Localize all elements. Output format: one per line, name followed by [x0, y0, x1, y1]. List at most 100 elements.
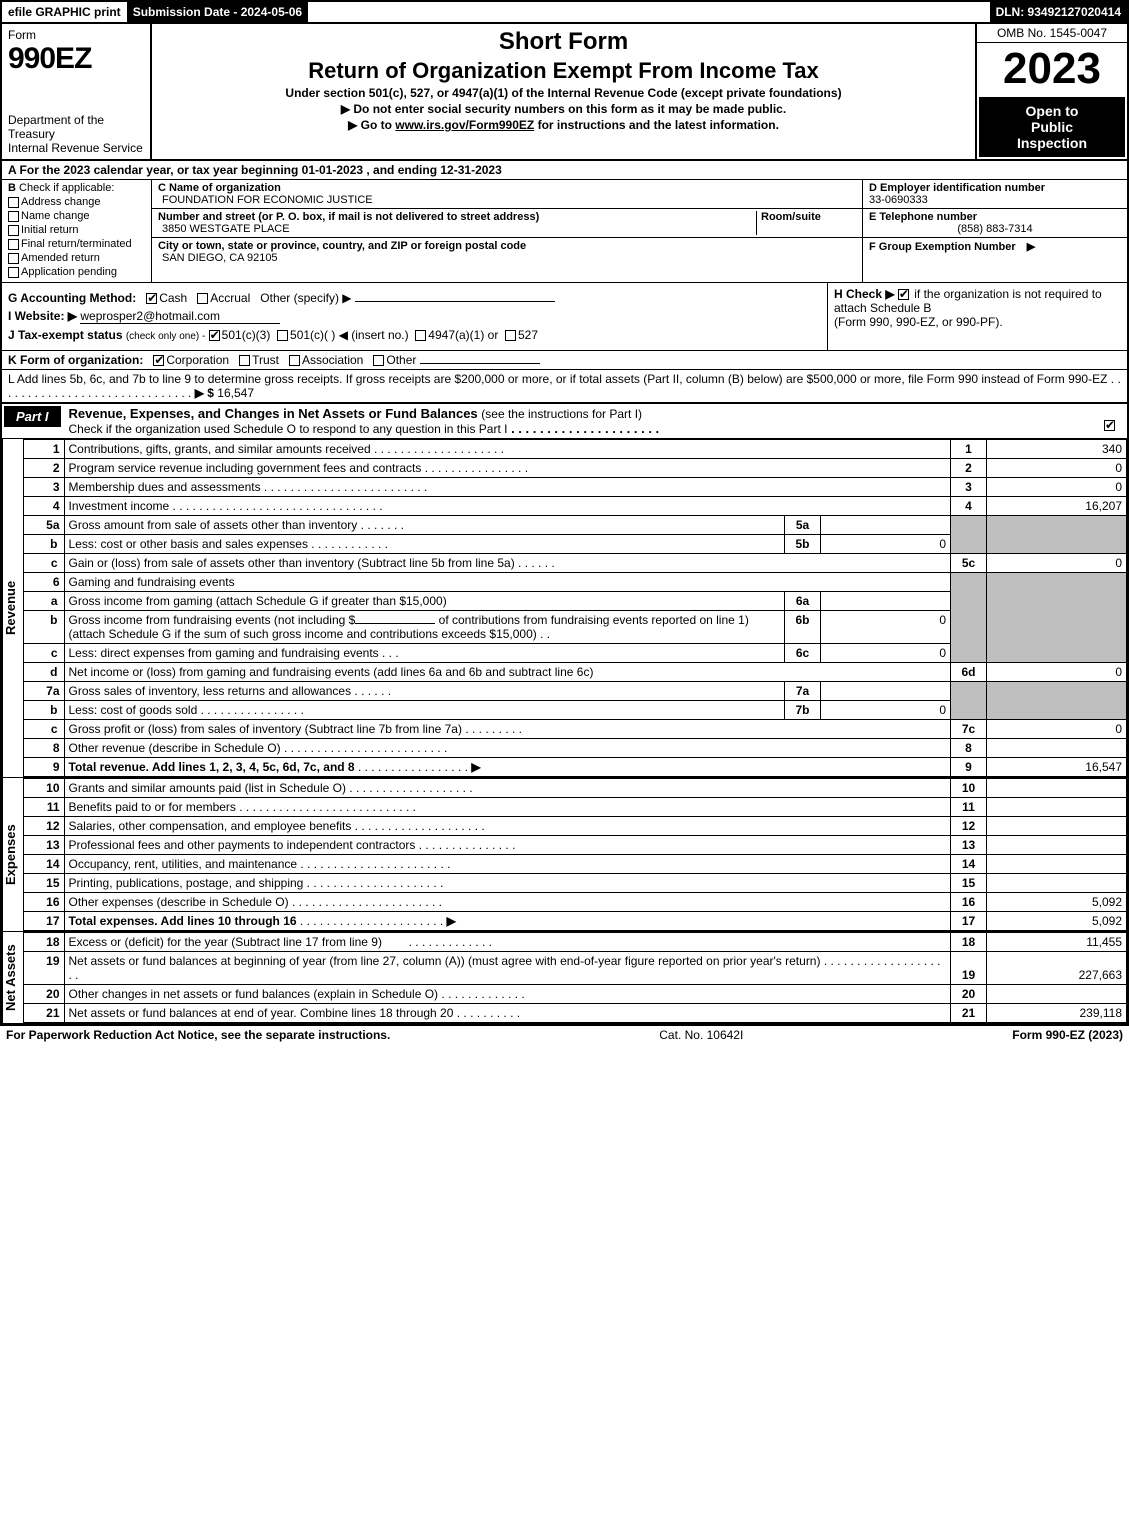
- header-center: Short Form Return of Organization Exempt…: [152, 24, 975, 159]
- line-5a: 5aGross amount from sale of assets other…: [24, 516, 1127, 535]
- line-17: 17Total expenses. Add lines 10 through 1…: [24, 912, 1127, 931]
- footer-left: For Paperwork Reduction Act Notice, see …: [6, 1028, 390, 1042]
- d-label: D Employer identification number: [869, 182, 1121, 194]
- checkbox-trust-icon[interactable]: [239, 355, 250, 366]
- line-10: 10Grants and similar amounts paid (list …: [24, 779, 1127, 798]
- block-ghij: G Accounting Method: Cash Accrual Other …: [2, 282, 1127, 350]
- telephone: (858) 883-7314: [869, 223, 1121, 235]
- header-left: Form 990EZ Department of the Treasury In…: [2, 24, 152, 159]
- line6b-amount-field[interactable]: [355, 623, 435, 624]
- street-label: Number and street (or P. O. box, if mail…: [158, 211, 756, 223]
- part-1-tag: Part I: [4, 406, 61, 427]
- net-assets-table: 18Excess or (deficit) for the year (Subt…: [24, 932, 1127, 1023]
- open-to-public: Open to Public Inspection: [979, 97, 1125, 157]
- expenses-section: Expenses 10Grants and similar amounts pa…: [2, 777, 1127, 931]
- top-bar: efile GRAPHIC print Submission Date - 20…: [2, 2, 1127, 24]
- row-g: G Accounting Method: Cash Accrual Other …: [8, 291, 821, 305]
- line-3: 3Membership dues and assessments . . . .…: [24, 478, 1127, 497]
- page-footer: For Paperwork Reduction Act Notice, see …: [0, 1025, 1129, 1044]
- checkbox-h-icon[interactable]: [898, 289, 909, 300]
- checkbox-501c-icon[interactable]: [277, 330, 288, 341]
- org-name: FOUNDATION FOR ECONOMIC JUSTICE: [158, 194, 856, 206]
- check-address-change[interactable]: Address change: [8, 196, 145, 208]
- line-18: 18Excess or (deficit) for the year (Subt…: [24, 933, 1127, 952]
- form-header: Form 990EZ Department of the Treasury In…: [2, 24, 1127, 159]
- checkbox-accrual-icon[interactable]: [197, 293, 208, 304]
- checkbox-other-icon[interactable]: [373, 355, 384, 366]
- footer-right: Form 990-EZ (2023): [1012, 1028, 1123, 1042]
- line-4: 4Investment income . . . . . . . . . . .…: [24, 497, 1127, 516]
- check-name-change[interactable]: Name change: [8, 210, 145, 222]
- part-1-title: Revenue, Expenses, and Changes in Net As…: [63, 404, 1104, 438]
- department: Department of the Treasury Internal Reve…: [8, 113, 144, 155]
- check-application-pending[interactable]: Application pending: [8, 266, 145, 278]
- form-number: 990EZ: [8, 42, 144, 76]
- line-7a: 7aGross sales of inventory, less returns…: [24, 682, 1127, 701]
- line-9: 9Total revenue. Add lines 1, 2, 3, 4, 5c…: [24, 758, 1127, 777]
- checkbox-assoc-icon[interactable]: [289, 355, 300, 366]
- website-field[interactable]: weprosper2@hotmail.com: [80, 309, 280, 324]
- check-initial-return[interactable]: Initial return: [8, 224, 145, 236]
- check-final-return[interactable]: Final return/terminated: [8, 238, 145, 250]
- line-6d: dNet income or (loss) from gaming and fu…: [24, 663, 1127, 682]
- checkbox-4947-icon[interactable]: [415, 330, 426, 341]
- block-bcdef: B Check if applicable: Address change Na…: [2, 179, 1127, 282]
- checkbox-cash-icon[interactable]: [146, 293, 157, 304]
- checkbox-icon: [8, 225, 19, 236]
- row-a: A For the 2023 calendar year, or tax yea…: [2, 159, 1127, 179]
- irs-link[interactable]: www.irs.gov/Form990EZ: [395, 118, 534, 132]
- line-8: 8Other revenue (describe in Schedule O) …: [24, 739, 1127, 758]
- header-right: OMB No. 1545-0047 2023 Open to Public In…: [975, 24, 1127, 159]
- e-label: E Telephone number: [869, 211, 1121, 223]
- ghij-left: G Accounting Method: Cash Accrual Other …: [2, 283, 827, 350]
- room-label: Room/suite: [761, 211, 856, 223]
- checkbox-icon: [8, 211, 19, 222]
- section-def: D Employer identification number 33-0690…: [862, 180, 1127, 282]
- row-k: K Form of organization: Corporation Trus…: [2, 350, 1127, 369]
- arrow-icon: ▶: [471, 760, 480, 774]
- line-2: 2Program service revenue including gover…: [24, 459, 1127, 478]
- ein: 33-0690333: [869, 194, 1121, 206]
- line-13: 13Professional fees and other payments t…: [24, 836, 1127, 855]
- row-l: L Add lines 5b, 6c, and 7b to line 9 to …: [2, 369, 1127, 402]
- title-main: Return of Organization Exempt From Incom…: [160, 58, 967, 84]
- line-16: 16Other expenses (describe in Schedule O…: [24, 893, 1127, 912]
- checkbox-corp-icon[interactable]: [153, 355, 164, 366]
- check-amended-return[interactable]: Amended return: [8, 252, 145, 264]
- line-5c: cGain or (loss) from sale of assets othe…: [24, 554, 1127, 573]
- checkbox-527-icon[interactable]: [505, 330, 516, 341]
- line-6: 6Gaming and fundraising events: [24, 573, 1127, 592]
- form-word: Form: [8, 28, 144, 42]
- subtitle-1: Under section 501(c), 527, or 4947(a)(1)…: [160, 86, 967, 100]
- net-assets-section: Net Assets 18Excess or (deficit) for the…: [2, 931, 1127, 1023]
- line-14: 14Occupancy, rent, utilities, and mainte…: [24, 855, 1127, 874]
- tax-year: 2023: [977, 43, 1127, 95]
- row-h: H Check ▶ if the organization is not req…: [827, 283, 1127, 350]
- form-990ez-page: efile GRAPHIC print Submission Date - 20…: [0, 0, 1129, 1025]
- arrow-icon: ▶: [1027, 241, 1035, 253]
- section-c: C Name of organization FOUNDATION FOR EC…: [152, 180, 862, 282]
- section-b: B Check if applicable: Address change Na…: [2, 180, 152, 282]
- line-12: 12Salaries, other compensation, and empl…: [24, 817, 1127, 836]
- row-j: J Tax-exempt status (check only one) - 5…: [8, 328, 821, 342]
- street: 3850 WESTGATE PLACE: [158, 223, 756, 235]
- gross-receipts: 16,547: [217, 386, 254, 400]
- revenue-vlabel: Revenue: [2, 439, 24, 777]
- efile-label: efile GRAPHIC print: [2, 2, 127, 22]
- submission-date: Submission Date - 2024-05-06: [127, 2, 308, 22]
- title-short: Short Form: [160, 28, 967, 56]
- expenses-vlabel: Expenses: [2, 778, 24, 931]
- other-specify-field[interactable]: [355, 301, 555, 302]
- part1-check: [1104, 404, 1127, 432]
- subtitle-3: ▶ Go to www.irs.gov/Form990EZ for instru…: [160, 118, 967, 132]
- checkbox-501c3-icon[interactable]: [209, 330, 220, 341]
- line-11: 11Benefits paid to or for members . . . …: [24, 798, 1127, 817]
- revenue-section: Revenue 1Contributions, gifts, grants, a…: [2, 438, 1127, 777]
- city-label: City or town, state or province, country…: [158, 240, 856, 252]
- checkbox-icon: [8, 239, 19, 250]
- checkbox-part1-icon[interactable]: [1104, 420, 1115, 431]
- footer-catno: Cat. No. 10642I: [390, 1028, 1012, 1042]
- part-1-header: Part I Revenue, Expenses, and Changes in…: [2, 402, 1127, 438]
- checkbox-icon: [8, 253, 19, 264]
- k-other-field[interactable]: [420, 363, 540, 364]
